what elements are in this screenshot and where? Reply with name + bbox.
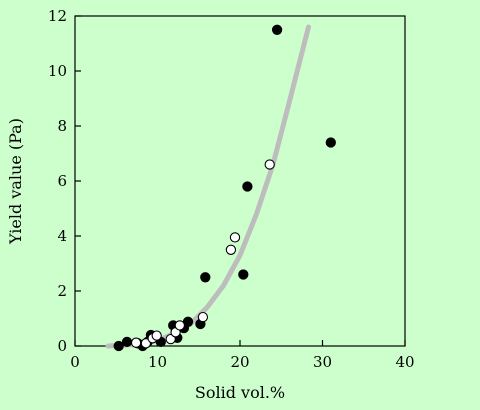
x-tick-label: 10: [148, 353, 167, 371]
x-tick-label: 40: [395, 353, 414, 371]
y-tick-label: 6: [57, 172, 67, 190]
x-tick-label: 0: [70, 353, 80, 371]
plot-area: [74, 15, 406, 347]
open-point: [151, 330, 162, 341]
filled-point: [113, 340, 124, 352]
open-point: [174, 320, 185, 331]
x-tick-label: 20: [230, 353, 249, 371]
filled-point: [200, 272, 211, 283]
filled-point: [238, 269, 249, 280]
open-point: [225, 244, 237, 255]
fit-curve: [105, 24, 311, 349]
open-point: [264, 159, 275, 170]
x-tick-label: 30: [313, 353, 332, 371]
filled-point: [242, 181, 253, 192]
open-point: [229, 232, 241, 243]
open-point: [197, 311, 209, 323]
y-tick-label: 8: [57, 117, 67, 135]
y-tick-label: 10: [48, 62, 67, 80]
filled-point: [325, 137, 336, 148]
y-tick-label: 4: [57, 227, 67, 245]
filled-point: [121, 336, 133, 348]
y-tick-label: 0: [57, 337, 67, 355]
y-axis-label: Yield value (Pa): [6, 118, 25, 245]
points: [113, 24, 336, 352]
y-tick-label: 12: [48, 7, 67, 25]
open-point: [140, 338, 152, 349]
y-tick-label: 2: [57, 282, 67, 300]
ticks: 0 10 20 30 40 0 2 4 6 8 10 12: [48, 7, 415, 371]
filled-point: [271, 24, 283, 35]
open-point: [165, 333, 176, 345]
x-axis-label: Solid vol.%: [195, 383, 285, 402]
open-point: [130, 337, 142, 348]
fit-layer: [105, 24, 311, 349]
